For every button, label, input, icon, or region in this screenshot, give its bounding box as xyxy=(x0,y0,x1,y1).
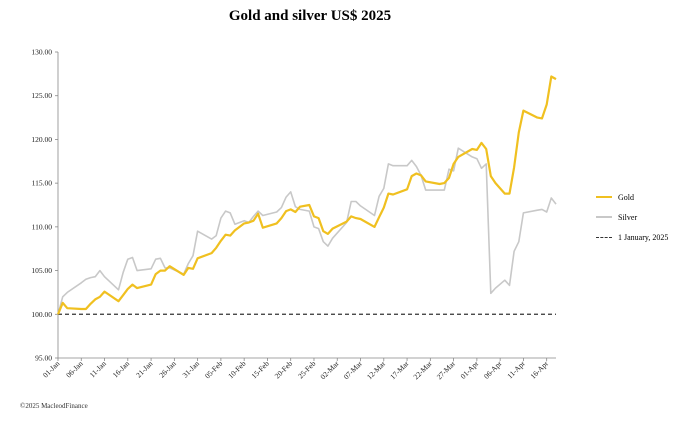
y-tick-label: 120.00 xyxy=(31,135,52,144)
x-tick-label: 27-Mar xyxy=(435,359,458,382)
x-tick-label: 11-Apr xyxy=(505,359,527,381)
legend: Gold Silver 1 January, 2025 xyxy=(596,187,668,247)
x-tick-label: 26-Jan xyxy=(157,359,178,380)
legend-item-baseline: 1 January, 2025 xyxy=(596,227,668,247)
y-tick-label: 125.00 xyxy=(31,91,52,100)
footer-credit: ©2025 MacleodFinance xyxy=(20,402,88,410)
y-tick-label: 130.00 xyxy=(31,48,52,57)
x-tick-label: 16-Apr xyxy=(528,359,550,381)
x-tick-label: 20-Feb xyxy=(273,359,295,381)
x-tick-label: 06-Jan xyxy=(64,359,85,380)
chart-title: Gold and silver US$ 2025 xyxy=(228,8,392,24)
legend-item-gold: Gold xyxy=(596,187,668,207)
x-tick-label: 17-Mar xyxy=(388,359,411,382)
legend-swatch-gold xyxy=(596,196,612,198)
y-tick-label: 100.00 xyxy=(31,310,52,319)
x-tick-label: 22-Mar xyxy=(411,359,434,382)
y-tick-label: 115.00 xyxy=(32,179,53,188)
x-tick-label: 02-Mar xyxy=(318,359,341,382)
x-tick-label: 11-Jan xyxy=(88,359,108,379)
x-tick-label: 05-Feb xyxy=(203,359,225,381)
y-axis: 95.00 100.00 105.00 110.00 115.00 120.00 125.0… xyxy=(31,48,59,363)
x-tick-label: 16-Jan xyxy=(111,359,132,380)
y-tick-label: 95.00 xyxy=(35,354,52,363)
series-line-gold xyxy=(56,75,557,315)
series-line-silver xyxy=(57,147,557,315)
x-tick-label: 31-Jan xyxy=(181,359,202,380)
series-lines xyxy=(56,75,557,315)
legend-label-silver: Silver xyxy=(618,212,638,222)
y-tick-label: 105.00 xyxy=(31,266,52,275)
x-tick-label: 15-Feb xyxy=(249,359,271,381)
legend-swatch-silver xyxy=(596,216,612,218)
x-tick-label: 01-Apr xyxy=(459,359,481,381)
legend-label-gold: Gold xyxy=(618,192,634,202)
x-tick-label: 25-Feb xyxy=(296,359,318,381)
legend-item-silver: Silver xyxy=(596,207,668,227)
x-axis: 01-Jan 06-Jan 11-Jan 16-Jan 21-Jan 26-Jan 31-J… xyxy=(41,357,556,382)
x-tick-label: 07-Mar xyxy=(342,359,365,382)
legend-label-baseline: 1 January, 2025 xyxy=(618,232,669,242)
y-tick-label: 110.00 xyxy=(32,222,53,231)
x-tick-label: 06-Apr xyxy=(482,359,504,381)
x-tick-label: 10-Feb xyxy=(226,359,248,381)
x-tick-label: 12-Mar xyxy=(365,359,388,382)
x-tick-label: 21-Jan xyxy=(134,359,155,380)
legend-swatch-baseline xyxy=(596,236,612,238)
